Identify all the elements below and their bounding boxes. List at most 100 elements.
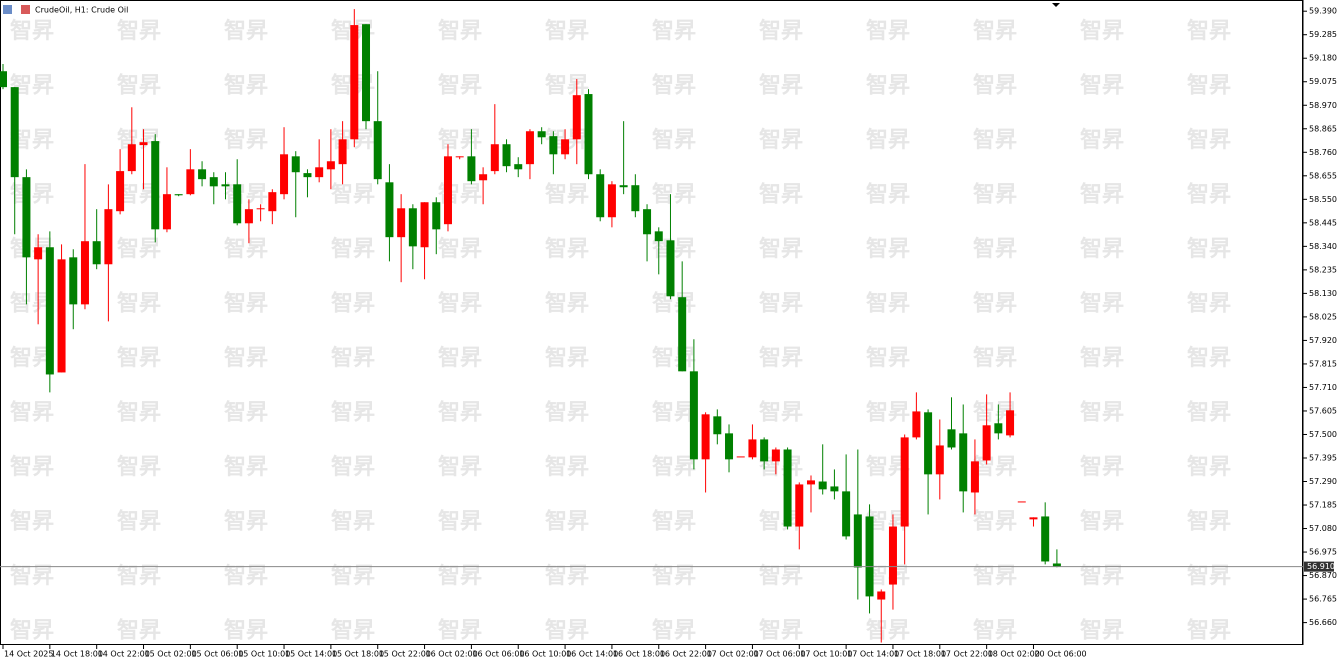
watermark: 智昇: [759, 182, 803, 208]
candle-body: [57, 259, 66, 373]
watermark: 智昇: [331, 345, 375, 371]
x-tick-label: 16 Oct 02:00: [426, 650, 478, 659]
watermark: 智昇: [331, 236, 375, 262]
watermark: 智昇: [117, 291, 161, 317]
watermark: 智昇: [117, 18, 161, 44]
watermark: 智昇: [10, 400, 54, 426]
watermark: 智昇: [866, 618, 910, 644]
candle-body: [959, 433, 968, 492]
candle-body: [256, 208, 265, 210]
watermark: 智昇: [545, 236, 589, 262]
candle-body: [643, 209, 652, 235]
watermark: 智昇: [1080, 73, 1124, 99]
candle-body: [104, 209, 113, 265]
candle-body: [853, 514, 862, 568]
candle-body: [362, 24, 371, 122]
candle-body: [806, 480, 815, 485]
watermark: 智昇: [759, 127, 803, 153]
watermark: 智昇: [759, 345, 803, 371]
watermark: 智昇: [1187, 345, 1231, 371]
candle-body: [514, 164, 523, 170]
y-tick-label: 58.445: [1309, 218, 1337, 227]
candle-body: [982, 425, 991, 461]
watermark: 智昇: [1080, 454, 1124, 480]
x-tick-label: 15 Oct 02:00: [145, 650, 197, 659]
candle-body: [549, 136, 558, 155]
candle-body: [900, 437, 909, 527]
watermark: 智昇: [224, 18, 268, 44]
watermark: 智昇: [866, 291, 910, 317]
y-tick-label: 57.080: [1309, 524, 1337, 533]
candle-body: [139, 142, 148, 146]
watermark: 智昇: [1187, 182, 1231, 208]
x-tick-label: 16 Oct 22:00: [660, 650, 712, 659]
watermark: 智昇: [545, 563, 589, 589]
candle-body: [455, 156, 464, 158]
candle-body: [198, 169, 207, 180]
watermark: 智昇: [866, 18, 910, 44]
candle-body: [244, 209, 253, 224]
candle-body: [209, 177, 218, 187]
x-tick-label: 14 Oct 22:00: [98, 650, 150, 659]
watermark: 智昇: [545, 454, 589, 480]
candle-body: [842, 491, 851, 537]
candle-body: [397, 208, 406, 238]
watermark: 智昇: [438, 345, 482, 371]
watermark: 智昇: [652, 73, 696, 99]
watermark: 智昇: [652, 509, 696, 535]
candle-body: [315, 167, 324, 178]
watermark: 智昇: [866, 345, 910, 371]
watermark: 智昇: [973, 345, 1017, 371]
watermark: 智昇: [117, 563, 161, 589]
watermark: 智昇: [759, 400, 803, 426]
y-tick-label: 58.865: [1309, 124, 1337, 133]
x-tick-label: 16 Oct 14:00: [566, 650, 618, 659]
watermark: 智昇: [1080, 18, 1124, 44]
watermark: 智昇: [759, 563, 803, 589]
y-tick-label: 58.340: [1309, 242, 1337, 251]
watermark: 智昇: [759, 18, 803, 44]
watermark: 智昇: [1080, 563, 1124, 589]
y-tick-label: 58.655: [1309, 171, 1337, 180]
candle-body: [151, 141, 160, 230]
y-tick-label: 58.025: [1309, 312, 1337, 321]
candle-body: [584, 94, 593, 175]
watermark: 智昇: [10, 182, 54, 208]
watermark: 智昇: [973, 454, 1017, 480]
watermark: 智昇: [438, 563, 482, 589]
watermark: 智昇: [545, 182, 589, 208]
y-tick-label: 57.710: [1309, 383, 1337, 392]
x-tick-label: 15 Oct 06:00: [191, 650, 243, 659]
x-tick-label: 17 Oct 18:00: [894, 650, 946, 659]
watermark: 智昇: [759, 291, 803, 317]
watermark: 智昇: [1187, 618, 1231, 644]
y-tick-label: 56.870: [1309, 571, 1337, 580]
watermark: 智昇: [438, 618, 482, 644]
candle-body: [619, 185, 628, 188]
watermark: 智昇: [866, 400, 910, 426]
candle-body: [783, 449, 792, 527]
x-tick-label: 15 Oct 22:00: [379, 650, 431, 659]
candle-body: [596, 174, 605, 218]
candle-body: [467, 156, 476, 182]
candle-body: [432, 202, 441, 230]
watermark: 智昇: [1187, 73, 1231, 99]
candle-body: [338, 139, 347, 165]
y-tick-label: 56.975: [1309, 548, 1337, 557]
watermark: 智昇: [973, 291, 1017, 317]
watermark: 智昇: [652, 18, 696, 44]
watermark: 智昇: [1080, 182, 1124, 208]
candle-body: [326, 161, 335, 170]
watermark: 智昇: [973, 618, 1017, 644]
current-price-label: 56.910: [1307, 562, 1335, 571]
watermark: 智昇: [10, 563, 54, 589]
watermark: 智昇: [438, 509, 482, 535]
x-tick-label: 17 Oct 06:00: [753, 650, 805, 659]
watermark: 智昇: [1080, 509, 1124, 535]
watermark: 智昇: [545, 73, 589, 99]
candle-body: [607, 184, 616, 218]
watermark: 智昇: [545, 291, 589, 317]
candle-body: [162, 194, 171, 230]
x-tick-label: 16 Oct 18:00: [613, 650, 665, 659]
watermark: 智昇: [973, 563, 1017, 589]
